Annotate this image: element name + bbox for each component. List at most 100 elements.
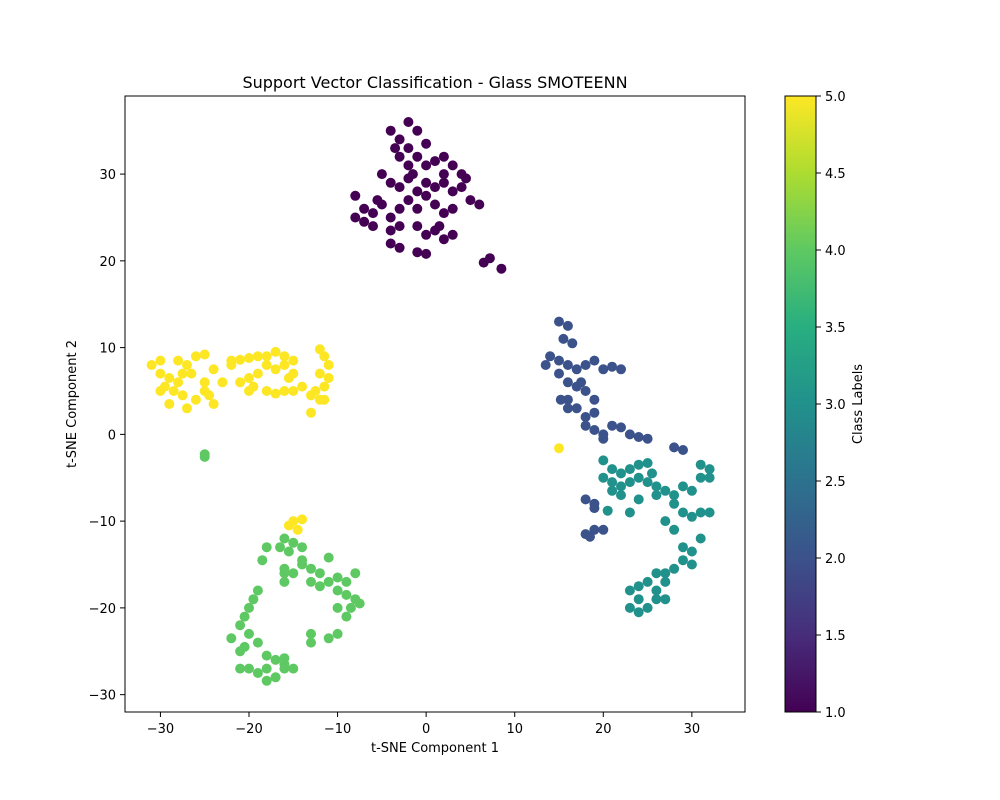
data-point-class-1	[438, 151, 449, 162]
plot-frame	[124, 95, 746, 713]
data-point-class-2	[554, 316, 564, 327]
data-point-class-2	[571, 403, 582, 414]
data-point-class-3	[624, 585, 635, 596]
x-tick-label: −20	[235, 722, 262, 737]
y-tick-label: 30	[99, 168, 116, 183]
data-point-class-3	[669, 498, 680, 509]
colorbar-tick-label: 5.0	[825, 90, 846, 105]
data-point-class-3	[598, 455, 609, 466]
data-point-class-1	[385, 125, 396, 136]
data-point-class-1	[394, 134, 405, 145]
data-point-class-5	[319, 394, 330, 405]
data-point-class-1	[421, 190, 432, 201]
data-point-class-1	[394, 242, 405, 253]
y-tick-label: 0	[108, 428, 116, 443]
data-point-class-4	[235, 663, 246, 674]
data-point-class-3	[678, 542, 688, 553]
data-point-class-4	[270, 654, 281, 665]
data-point-class-1	[376, 169, 387, 180]
data-point-class-5	[279, 386, 290, 396]
data-point-class-5	[164, 373, 175, 383]
data-point-class-2	[589, 394, 600, 405]
data-point-class-3	[607, 464, 618, 475]
data-point-class-1	[438, 234, 449, 245]
data-point-class-5	[288, 386, 299, 396]
data-point-class-1	[385, 177, 396, 188]
data-point-class-5	[226, 360, 237, 370]
data-point-class-4	[297, 555, 308, 566]
data-point-class-5	[155, 368, 166, 379]
data-point-class-3	[642, 602, 653, 613]
data-point-class-2	[642, 433, 653, 444]
data-point-class-1	[484, 253, 495, 264]
data-point-class-3	[660, 485, 671, 496]
y-tick-label: 20	[99, 255, 116, 270]
data-point-class-5	[244, 353, 254, 363]
data-point-class-5	[323, 360, 334, 370]
data-point-class-5	[283, 520, 294, 531]
data-point-class-1	[412, 221, 423, 232]
data-point-class-4	[314, 568, 325, 579]
data-point-class-2	[554, 355, 564, 366]
data-point-class-5	[173, 377, 184, 388]
data-point-class-3	[607, 485, 618, 496]
data-point-class-5	[155, 355, 166, 366]
data-point-class-4	[270, 672, 281, 683]
data-point-class-2	[624, 429, 635, 440]
data-point-class-1	[421, 177, 432, 188]
data-point-class-3	[695, 533, 706, 544]
data-point-class-5	[270, 388, 281, 399]
data-point-class-3	[651, 568, 662, 579]
data-point-class-1	[430, 182, 440, 193]
data-point-class-5	[288, 355, 299, 366]
colorbar-label: Class Labels	[851, 364, 866, 444]
data-point-class-1	[385, 225, 396, 236]
data-point-class-5	[261, 386, 272, 396]
data-point-class-4	[306, 563, 316, 574]
data-point-class-2	[616, 364, 626, 375]
y-axis-label: t-SNE Component 2	[65, 340, 80, 468]
data-point-class-1	[447, 186, 458, 197]
data-point-class-4	[323, 576, 334, 587]
data-point-class-1	[407, 169, 418, 180]
data-point-class-4	[244, 663, 254, 674]
data-point-class-5	[177, 368, 188, 379]
data-point-class-4	[279, 568, 290, 579]
data-point-class-4	[261, 675, 272, 686]
data-point-class-3	[651, 490, 662, 501]
data-point-class-4	[288, 568, 299, 579]
data-point-class-3	[651, 594, 662, 605]
data-point-class-5	[261, 351, 272, 362]
data-point-class-2	[598, 524, 609, 535]
data-point-class-4	[323, 633, 334, 644]
data-point-class-5	[208, 399, 219, 409]
data-point-class-2	[558, 333, 569, 344]
y-axis-ticks: −30 −20 −10 0 10 20 30	[89, 168, 125, 704]
data-point-class-1	[421, 160, 432, 171]
data-point-class-3	[678, 507, 688, 518]
y-tick-label: −10	[89, 515, 116, 530]
data-point-class-2	[589, 503, 600, 514]
data-point-class-5	[177, 390, 188, 401]
data-point-class-2	[633, 432, 644, 442]
data-point-class-3	[616, 481, 626, 492]
data-point-class-5	[244, 373, 254, 383]
data-point-class-1	[447, 160, 458, 171]
data-point-class-4	[261, 650, 272, 661]
x-tick-label: 0	[422, 722, 430, 737]
data-point-class-2	[580, 386, 591, 396]
data-point-class-2	[576, 377, 587, 388]
data-point-class-4	[341, 576, 352, 587]
data-point-class-3	[660, 568, 671, 579]
data-point-class-4	[279, 533, 290, 544]
data-point-class-4	[279, 576, 290, 587]
data-point-class-4	[306, 637, 316, 648]
data-point-class-1	[465, 195, 476, 206]
data-point-class-5	[186, 368, 197, 379]
data-point-class-3	[607, 477, 618, 488]
data-point-class-4	[226, 633, 237, 644]
data-point-class-4	[345, 602, 356, 613]
data-point-class-1	[438, 208, 449, 219]
data-point-class-2	[562, 394, 573, 405]
colorbar-tick-label: 3.0	[825, 398, 846, 413]
